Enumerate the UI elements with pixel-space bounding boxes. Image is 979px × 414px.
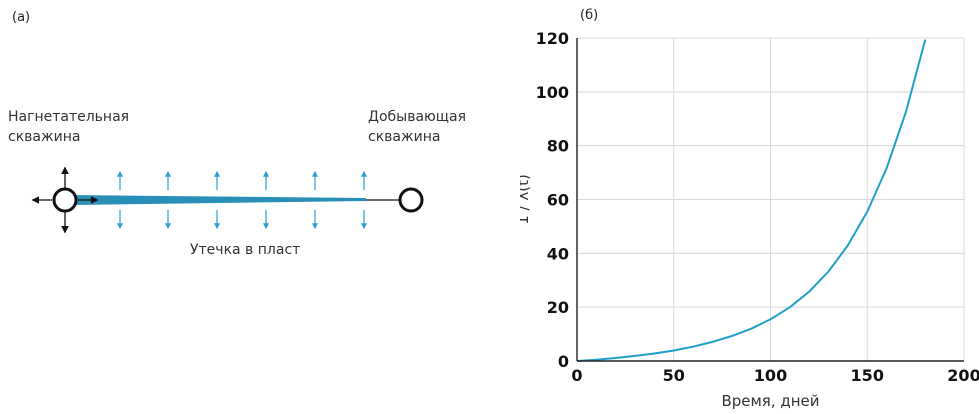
data-point-17 [904,110,908,114]
leak-label: Утечка в пласт [190,242,301,258]
x-tick-label-0: 0 [571,366,582,385]
y-tick-label-1: 20 [547,298,569,317]
x-tick-label-2: 100 [754,366,787,385]
data-point-10 [768,317,772,321]
producer-label-line2: скважина [368,129,441,145]
data-point-2 [614,356,618,360]
data-point-5 [672,348,676,352]
x-tick-label-4: 200 [947,366,979,385]
y-tick-label-2: 40 [547,244,569,263]
fracture [70,195,366,205]
data-point-8 [730,334,734,338]
injector-label-line2: скважина [8,129,81,145]
data-point-15 [865,209,869,213]
data-point-12 [807,289,811,293]
y-tick-label-5: 100 [536,83,569,102]
injector-well [52,187,78,213]
x-tick-label-1: 50 [663,366,685,385]
data-point-16 [884,166,888,170]
panel-a: (a) Нагнетательная скважина Добывающая с… [8,10,466,258]
data-point-4 [652,351,656,355]
injector-label-line1: Нагнетательная [8,109,130,125]
data-point-13 [826,269,830,273]
series-line [576,39,927,362]
y-tick-label-3: 60 [547,191,569,210]
line-chart: 0 50 100 150 200 0 20 40 60 80 100 120 Время, дней 1 … [520,29,979,410]
data-point-18 [923,37,927,41]
data-point-14 [846,243,850,247]
y-tick-label-0: 0 [558,352,569,371]
x-tick-label-3: 150 [851,366,884,385]
producer-well [398,187,424,213]
data-point-7 [710,340,714,344]
panel-b: (б) 0 50 100 150 200 0 20 40 60 80 100 120 Время, дн… [520,0,979,414]
well-schematic [31,166,424,234]
leakoff-arrows [117,170,367,230]
y-tick-label-6: 120 [536,29,569,48]
data-point-11 [788,305,792,309]
producer-label-line1: Добывающая [368,109,466,125]
data-point-6 [691,345,695,349]
y-axis-label: 1 / λ(t) [520,174,532,225]
panel-a-label: (a) [12,10,31,25]
panel-b-label: (б) [580,8,599,23]
data-point-3 [633,354,637,358]
y-tick-label-4: 80 [547,137,569,156]
data-point-9 [749,327,753,331]
x-axis-label: Время, дней [721,392,819,410]
